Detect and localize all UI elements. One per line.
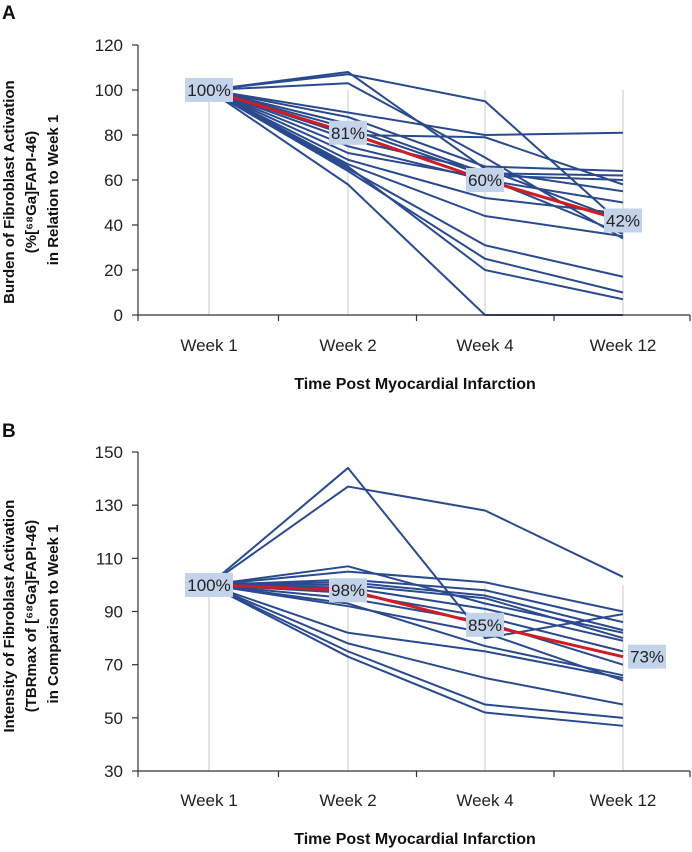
data-label-box-a-2 [329,120,367,145]
patient-line-b-1 [208,466,624,640]
patient-line-b-7 [209,583,624,640]
y-axis-title-b-line-2: (TBRmax of [⁶⁸Ga]FAPI-46) [23,520,40,712]
data-label-box-a-1 [185,78,233,102]
patient-line-a-6 [208,89,624,177]
y-tick-label-a: 0 [114,306,123,325]
patient-line-a-15 [208,89,624,294]
y-tick-label-a: 60 [104,171,123,190]
data-label-b-2: 98% [331,581,365,600]
y-axis-title-a-line-1: Burden of Fibroblast Activation [1,80,18,304]
patient-line-b-15 [208,584,624,719]
mean-line-a [208,88,624,222]
y-tick-label-b: 110 [96,549,123,568]
data-label-a-3: 60% [468,171,502,190]
patient-line-b-4 [208,570,624,613]
data-label-box-b-2 [329,578,367,603]
mean-line-b [208,583,624,659]
data-label-a-4: 42% [606,212,640,231]
y-tick-label-a: 80 [104,126,123,145]
patient-line-b-2 [208,485,624,586]
y-tick-label-a: 120 [95,36,123,55]
x-tick-label-b: Week 4 [456,791,513,810]
y-tick-label-b: 70 [104,656,123,675]
data-label-box-b-4 [628,644,666,669]
y-axis-title-a-line-3: in Relation to Week 1 [45,115,62,266]
panel-letter-a: A [2,3,16,24]
y-tick-label-a: 40 [104,216,123,235]
data-label-a-1: 100% [187,81,230,100]
y-tick-label-a: 100 [95,81,123,100]
patient-line-a-5 [208,89,624,172]
patient-line-b-11 [208,583,624,677]
x-tick-label-b: Week 1 [180,791,237,810]
patient-line-b-16 [208,584,624,727]
y-tick-label-b: 130 [95,496,123,515]
data-label-b-1: 100% [187,576,230,595]
y-tick-label-b: 90 [104,603,123,622]
patient-line-a-10 [208,89,624,204]
y-axis-title-b: Intensity of Fibroblast Activation (TBRm… [1,496,62,733]
patient-line-a-17 [208,89,624,301]
x-axis-title-a: Time Post Myocardial Infarction [294,376,536,393]
patient-line-b-13 [208,583,624,679]
data-label-box-b-1 [185,572,233,597]
patient-line-a-2 [208,73,624,226]
patient-line-b-5 [208,578,624,624]
patient-line-b-10 [208,583,624,666]
x-tick-label-a: Week 1 [180,336,237,355]
x-tick-label-b: Week 12 [590,791,657,810]
y-tick-label-b: 150 [95,443,123,462]
patient-line-a-3 [208,82,624,240]
y-tick-label-b: 50 [104,709,123,728]
y-axis-title-a-line-2: (%[⁶⁸Ga]FAPI-46) [23,131,40,253]
patient-line-a-7 [208,89,624,181]
data-label-b-4: 73% [630,648,664,667]
data-label-box-a-4 [604,208,642,233]
panel-letter-b: B [2,421,16,442]
x-tick-label-a: Week 12 [590,336,657,355]
patient-line-b-14 [208,583,624,706]
y-tick-label-b: 30 [104,762,123,781]
chart-panel-b: B 30 50 70 90 110 130 150 Week 1 Week 2 Week 4 Wee… [1,421,691,848]
patient-line-a-4 [208,89,624,136]
x-tick-label-a: Week 2 [319,336,376,355]
x-tick-label-b: Week 2 [319,791,376,810]
x-axis-title-b: Time Post Myocardial Infarction [294,831,536,848]
patient-line-a-12 [208,89,624,215]
y-axis-title-a: Burden of Fibroblast Activation (%[⁶⁸Ga]… [1,76,62,304]
data-label-box-a-3 [466,168,504,192]
y-axis-title-b-line-1: Intensity of Fibroblast Activation [1,500,18,733]
patient-line-a-1 [208,71,624,222]
chart-panel-a: A 0 20 40 60 80 100 120 Week 1 Week 2 Week 4 Week … [1,3,691,393]
data-label-b-3: 85% [468,616,502,635]
y-tick-label-a: 20 [104,261,123,280]
y-axis-title-b-line-3: in Comparison to Week 1 [45,525,62,704]
x-tick-label-a: Week 4 [456,336,513,355]
patient-line-b-12 [208,583,624,682]
data-label-box-b-3 [466,612,504,637]
data-label-a-2: 81% [331,124,365,143]
patient-line-b-6 [208,581,624,632]
